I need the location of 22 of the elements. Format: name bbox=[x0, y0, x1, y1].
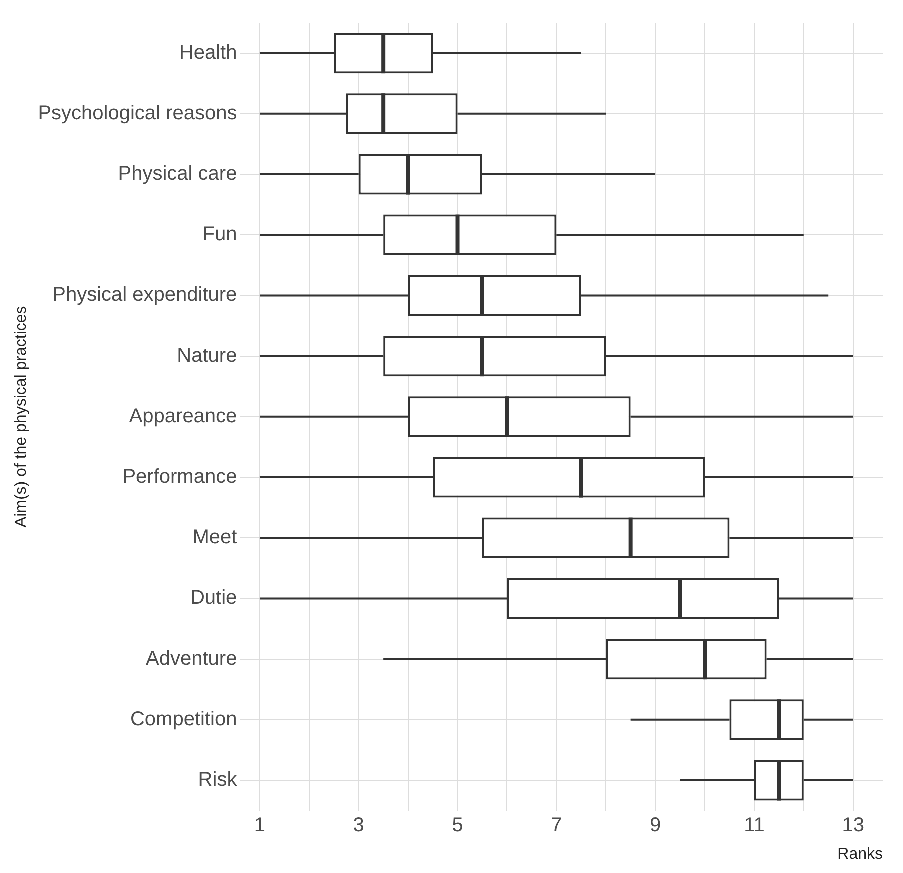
x-tick-label: 13 bbox=[842, 814, 864, 836]
y-tick-label: Meet bbox=[192, 526, 238, 549]
y-tick-label: Fun bbox=[202, 224, 238, 246]
y-tick-label: Physical care bbox=[118, 163, 238, 186]
x-tick-label: 11 bbox=[744, 814, 765, 836]
y-tick-label: Competition bbox=[130, 708, 238, 730]
x-axis-title: Ranks bbox=[838, 846, 883, 863]
y-tick-label: Psychological reasons bbox=[38, 102, 238, 124]
y-tick-label: Dutie bbox=[190, 587, 238, 610]
y-tick-label: Health bbox=[179, 42, 238, 64]
y-tick-label: Nature bbox=[177, 344, 238, 367]
x-tick-label: 1 bbox=[254, 814, 266, 836]
x-tick-label: 5 bbox=[452, 814, 464, 836]
x-tick-label: 9 bbox=[650, 814, 662, 836]
y-axis-title: Aim(s) of the physical practices bbox=[13, 306, 30, 528]
x-tick-label: 7 bbox=[551, 814, 562, 836]
y-tick-label: Risk bbox=[198, 769, 238, 792]
y-tick-label: Performance bbox=[122, 466, 238, 488]
y-tick-label: Appareance bbox=[129, 405, 238, 428]
y-tick-label: Adventure bbox=[146, 648, 238, 670]
x-tick-label: 3 bbox=[353, 814, 364, 836]
y-tick-label: Physical expenditure bbox=[52, 284, 238, 306]
